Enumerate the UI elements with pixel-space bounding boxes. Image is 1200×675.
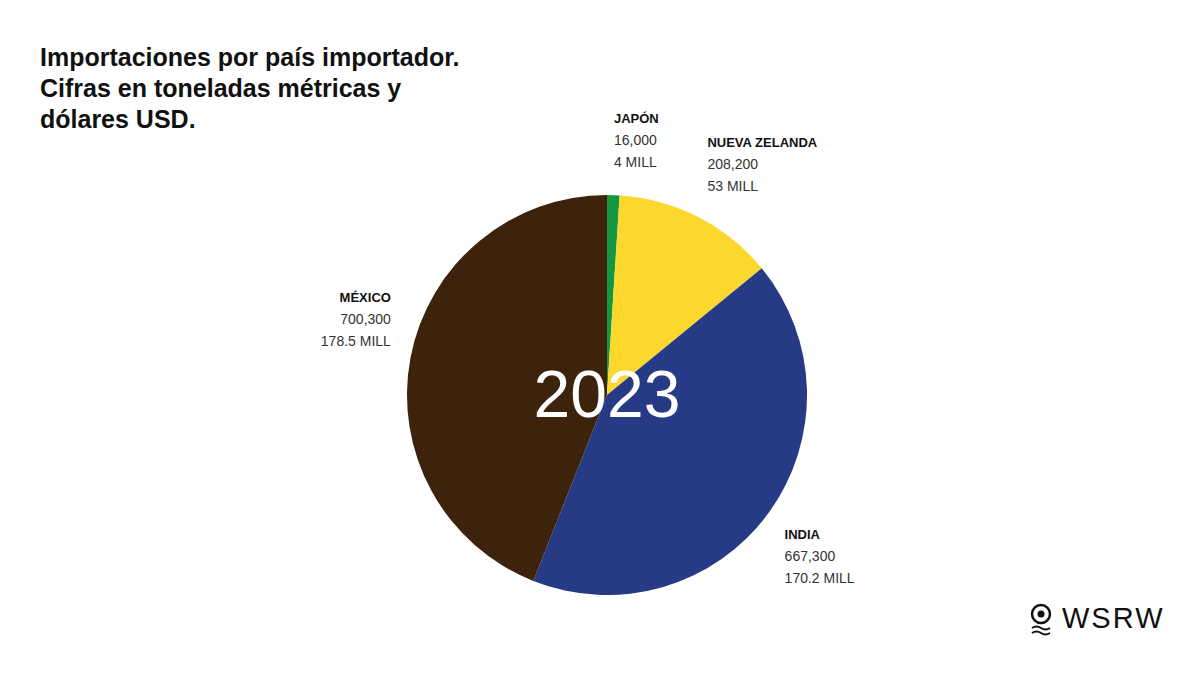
value-label: 700,300 bbox=[340, 311, 391, 327]
slice-label: MÉXICO 700,300 178.5 MILL bbox=[321, 290, 391, 349]
usd-label: 170.2 MILL bbox=[785, 570, 855, 586]
logo-icon bbox=[1038, 611, 1045, 618]
source: WSRW bbox=[1062, 602, 1165, 634]
usd-label: 53 MILL bbox=[707, 178, 758, 194]
logo: WSRW bbox=[1032, 602, 1165, 635]
logo-icon bbox=[1032, 605, 1050, 623]
category-label: NUEVA ZELANDA bbox=[707, 135, 817, 150]
value-label: 667,300 bbox=[785, 548, 836, 564]
logo-icon bbox=[1032, 627, 1050, 635]
title-line: dólares USD. bbox=[40, 105, 196, 133]
slice-label: NUEVA ZELANDA 208,200 53 MILL bbox=[707, 135, 817, 194]
category-label: MÉXICO bbox=[340, 290, 391, 305]
usd-label: 178.5 MILL bbox=[321, 333, 391, 349]
slice-label: INDIA 667,300 170.2 MILL bbox=[785, 527, 855, 586]
chart: Importaciones por país importador. Cifras… bbox=[0, 0, 1200, 675]
title: Importaciones por país importador. Cifras… bbox=[40, 43, 460, 133]
slice-label: JAPÓN 16,000 4 MILL bbox=[614, 111, 659, 170]
center-label: 2023 bbox=[534, 357, 681, 431]
category-label: INDIA bbox=[785, 527, 821, 542]
pie bbox=[407, 195, 807, 595]
value-label: 16,000 bbox=[614, 132, 657, 148]
usd-label: 4 MILL bbox=[614, 154, 657, 170]
value-label: 208,200 bbox=[707, 156, 758, 172]
category-label: JAPÓN bbox=[614, 111, 659, 126]
title-line: Cifras en toneladas métricas y bbox=[40, 74, 401, 102]
title-line: Importaciones por país importador. bbox=[40, 43, 460, 71]
